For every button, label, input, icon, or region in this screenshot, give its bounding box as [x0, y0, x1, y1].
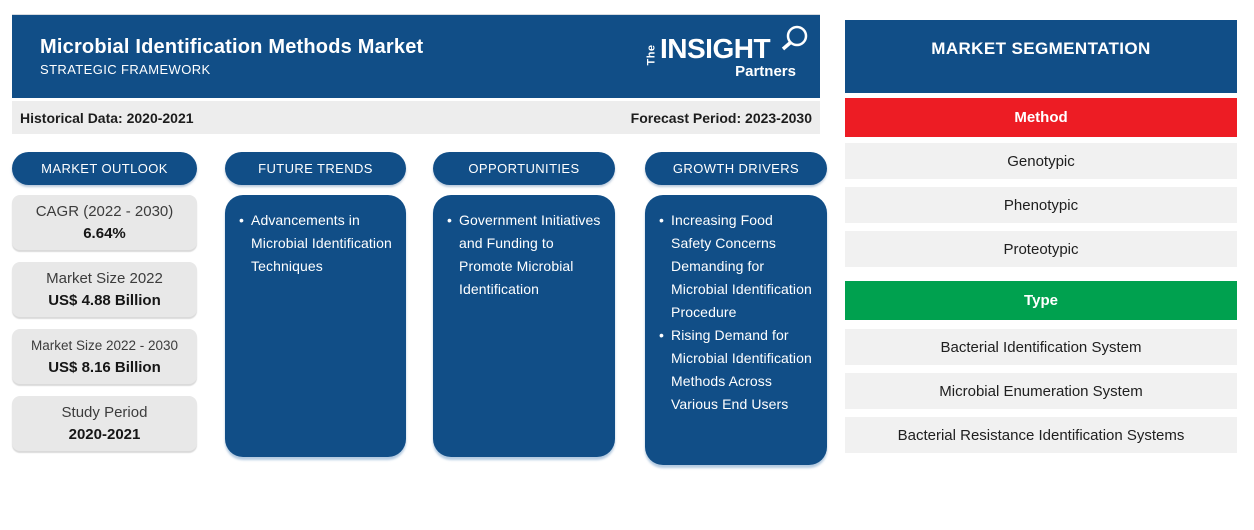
- growth-drivers-card: Increasing Food Safety Concerns Demandin…: [645, 195, 827, 465]
- pill-market-outlook: MARKET OUTLOOK: [12, 152, 197, 185]
- segmentation-title: MARKET SEGMENTATION: [845, 20, 1237, 93]
- segment-item: Bacterial Resistance Identification Syst…: [845, 417, 1237, 453]
- list-item: Advancements in Microbial Identification…: [239, 209, 396, 278]
- logo-the-text: The: [645, 44, 658, 66]
- segment-item: Microbial Enumeration System: [845, 373, 1237, 409]
- logo-partners-text: Partners: [735, 63, 796, 80]
- magnifier-icon: [774, 23, 810, 64]
- pill-future-trends: FUTURE TRENDS: [225, 152, 406, 185]
- stat-value: US$ 4.88 Billion: [48, 291, 161, 309]
- opportunities-list: Government Initiatives and Funding to Pr…: [447, 209, 605, 301]
- stat-label: Market Size 2022 - 2030: [30, 337, 179, 353]
- stat-value: 6.64%: [83, 224, 126, 242]
- pill-growth-drivers: GROWTH DRIVERS: [645, 152, 827, 185]
- segment-item: Proteotypic: [845, 231, 1237, 267]
- stat-label: Study Period: [61, 403, 148, 421]
- market-segmentation-panel: MARKET SEGMENTATION Method Genotypic Phe…: [845, 20, 1237, 461]
- list-item: Rising Demand for Microbial Identificati…: [659, 324, 817, 416]
- segment-item: Phenotypic: [845, 187, 1237, 223]
- list-item: Government Initiatives and Funding to Pr…: [447, 209, 605, 301]
- stat-label: Market Size 2022: [46, 269, 163, 287]
- segment-header-type: Type: [845, 281, 1237, 320]
- pill-opportunities: OPPORTUNITIES: [433, 152, 615, 185]
- page-subtitle: STRATEGIC FRAMEWORK: [40, 62, 211, 77]
- segment-item: Bacterial Identification System: [845, 329, 1237, 365]
- stat-value: US$ 8.16 Billion: [48, 358, 161, 376]
- insight-partners-logo: The INSIGHT Partners: [646, 25, 808, 89]
- stat-label: CAGR (2022 - 2030): [35, 202, 174, 220]
- page-title: Microbial Identification Methods Market: [40, 36, 424, 58]
- market-outlook-cards: CAGR (2022 - 2030) 6.64% Market Size 202…: [12, 195, 197, 451]
- segment-item: Genotypic: [845, 143, 1237, 179]
- stat-card-cagr: CAGR (2022 - 2030) 6.64%: [12, 195, 197, 250]
- historical-data-label: Historical Data: 2020-2021: [20, 109, 194, 126]
- list-item: Increasing Food Safety Concerns Demandin…: [659, 209, 817, 324]
- stat-card-market-size-2030: Market Size 2022 - 2030 US$ 8.16 Billion: [12, 329, 197, 384]
- logo-insight-text: INSIGHT: [660, 33, 771, 64]
- stat-value: 2020-2021: [68, 425, 141, 443]
- forecast-period-label: Forecast Period: 2023-2030: [630, 109, 812, 126]
- report-header: Microbial Identification Methods Market …: [12, 14, 820, 98]
- opportunities-card: Government Initiatives and Funding to Pr…: [433, 195, 615, 457]
- period-bar: Historical Data: 2020-2021 Forecast Peri…: [12, 101, 820, 134]
- future-trends-list: Advancements in Microbial Identification…: [239, 209, 396, 278]
- segment-header-method: Method: [845, 98, 1237, 137]
- stat-card-study-period: Study Period 2020-2021: [12, 396, 197, 451]
- growth-drivers-list: Increasing Food Safety Concerns Demandin…: [659, 209, 817, 416]
- stat-card-market-size-2022: Market Size 2022 US$ 4.88 Billion: [12, 262, 197, 317]
- future-trends-card: Advancements in Microbial Identification…: [225, 195, 406, 457]
